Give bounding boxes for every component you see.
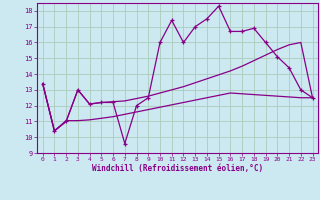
X-axis label: Windchill (Refroidissement éolien,°C): Windchill (Refroidissement éolien,°C) <box>92 164 263 173</box>
